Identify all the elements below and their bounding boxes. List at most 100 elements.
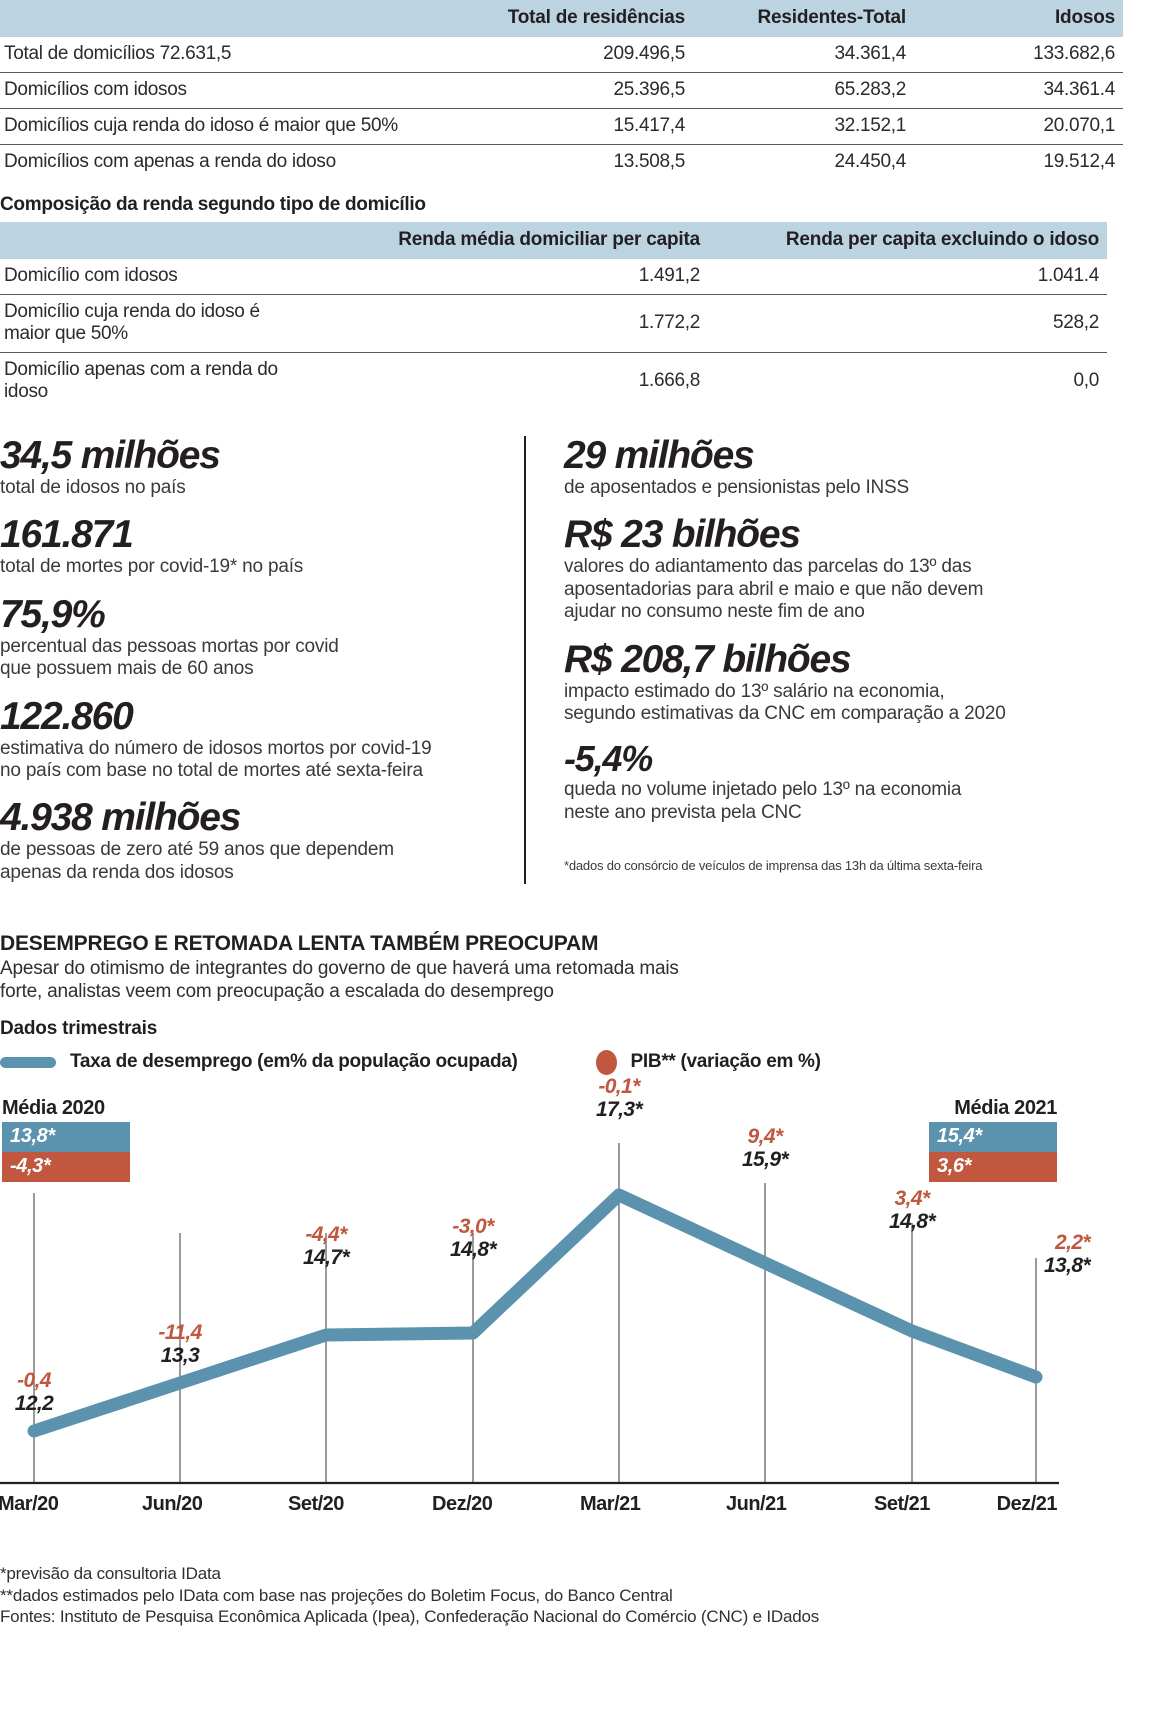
household-summary-table: Total de residências Residentes-Total Id…	[0, 0, 1123, 180]
table1-row2-label: Domicílios cuja renda do idoso é maior q…	[0, 108, 442, 145]
figure-desc-percentual: percentual das pessoas mortas por covid q…	[0, 635, 339, 680]
figure-value-idosos: 34,5 milhões	[0, 434, 221, 477]
unemployment-label-3: 14,8*	[449, 1237, 497, 1261]
income-composition-table: Renda média domiciliar per capita Renda …	[0, 222, 1107, 410]
pib-label-7: 2,2*	[1055, 1230, 1091, 1254]
key-figures-right-column: 29 milhões de aposentados e pensionistas…	[524, 434, 1059, 885]
legend-item-pib: PIB** (variação em %)	[595, 1049, 821, 1075]
table2-col-0	[0, 222, 292, 259]
figure-value-mortes: 161.871	[0, 513, 134, 557]
pib-label-3: -3,0*	[452, 1214, 494, 1238]
x-axis-label-7: Dez/21	[996, 1492, 1058, 1515]
table1-row3-c1: 13.508,5	[613, 151, 685, 172]
datapoint-label-6: 3,4* 14,8*	[858, 1187, 966, 1233]
table1-row1-c2: 65.283,2	[693, 72, 914, 109]
datapoint-label-5: 9,4* 15,9*	[711, 1125, 819, 1171]
table-row: Domicílios com idosos 25.396,5 65.283,2 …	[0, 72, 1123, 109]
figure-desc-impacto: impacto estimado do 13º salário na econo…	[564, 680, 1006, 725]
table1-col-0	[0, 0, 442, 37]
datapoint-label-1: -11,4 13,3	[126, 1321, 234, 1367]
table-row: Domicílio apenas com a renda do idoso 1.…	[0, 353, 1107, 411]
table2-row1-c2: 528,2	[708, 294, 1107, 353]
table2-row1-c1: 1.772,2	[292, 294, 708, 353]
table-row: Domicílio cuja renda do idoso é maior qu…	[0, 294, 1107, 353]
unemployment-label-2: 14,7*	[302, 1245, 350, 1269]
unemployment-label-5: 15,9*	[741, 1147, 789, 1171]
story-subheadline: Apesar do otimismo de integrantes do gov…	[0, 958, 679, 1003]
figure-desc-idosos: total de idosos no país	[0, 477, 186, 498]
table-row: Total de domicílios 72.631,5 209.496,5 3…	[0, 37, 1123, 73]
table1-row3-c2: 24.450,4	[834, 151, 906, 172]
legend-label-unemployment: Taxa de desemprego (em% da população ocu…	[70, 1051, 518, 1073]
chart-kicker: Dados trimestrais	[0, 1017, 158, 1039]
table2-row0-label: Domicílio com idosos	[0, 259, 292, 295]
unemployment-gdp-chart: Média 2020 13,8* -4,3* Média 2021 15,4* …	[0, 1075, 1091, 1553]
right-column-footnote: *dados do consórcio de veículos de impre…	[564, 858, 983, 874]
footnote-1: **dados estimados pelo IData com base na…	[0, 1585, 673, 1605]
average-2021-box: Média 2021 15,4* 3,6*	[929, 1097, 1057, 1182]
average-2020-unemployment: 13,8*	[2, 1121, 130, 1152]
key-figures-section: 34,5 milhões total de idosos no país 161…	[0, 434, 1159, 885]
table2-body: Domicílio com idosos 1.491,2 1.041.4 Dom…	[0, 259, 1107, 410]
datapoint-label-7: 2,2* 13,8*	[982, 1230, 1091, 1277]
table1-col-3: Idosos	[914, 0, 1123, 37]
table2-row0-c1: 1.491,2	[292, 259, 708, 295]
income-composition-title: Composição da renda segundo tipo de domi…	[0, 194, 426, 215]
x-axis-label-1: Jun/20	[142, 1492, 203, 1515]
pib-label-0: -0,4	[17, 1368, 51, 1392]
dot-swatch-icon	[595, 1049, 617, 1075]
unemployment-label-1: 13,3	[160, 1343, 200, 1367]
table1-row0-c3: 133.682,6	[914, 37, 1123, 73]
chart-plot-svg	[0, 1142, 1059, 1484]
table1-col-1: Total de residências	[442, 0, 693, 37]
table2-row0-c2: 1.041.4	[708, 259, 1107, 295]
key-figures-left-column: 34,5 milhões total de idosos no país 161…	[0, 436, 524, 884]
x-axis-label-3: Dez/20	[432, 1492, 493, 1515]
average-2021-title: Média 2021	[954, 1096, 1057, 1119]
x-axis-label-2: Set/20	[288, 1492, 344, 1515]
table-row: Domicílios cuja renda do idoso é maior q…	[0, 108, 1123, 145]
table2-row2-c2: 0,0	[1073, 370, 1099, 391]
table1-body: Total de domicílios 72.631,5 209.496,5 3…	[0, 37, 1123, 180]
table1-row2-c2: 32.152,1	[693, 108, 914, 145]
pib-label-6: 3,4*	[894, 1186, 931, 1210]
average-2020-gdp: -4,3*	[2, 1151, 130, 1182]
figure-value-percentual: 75,9%	[0, 592, 106, 636]
table1-row0-c1: 209.496,5	[442, 37, 693, 73]
average-2021-gdp: 3,6*	[929, 1151, 1057, 1182]
datapoint-label-0: -0,4 12,2	[0, 1369, 80, 1415]
table1-row3-label: Domicílios com apenas a renda do idoso	[4, 151, 336, 172]
figure-desc-dependentes: de pessoas de zero até 59 anos que depen…	[0, 839, 394, 883]
datapoint-label-4: -0,1* 17,3*	[565, 1075, 673, 1121]
table1-row1-label: Domicílios com idosos	[0, 72, 442, 109]
story-headline: DESEMPREGO E RETOMADA LENTA TAMBÉM PREOC…	[0, 932, 599, 956]
legend-label-pib: PIB** (variação em %)	[630, 1051, 821, 1073]
figure-value-queda: -5,4%	[564, 738, 653, 780]
table2-row1-label: Domicílio cuja renda do idoso é maior qu…	[0, 294, 292, 353]
table2-head: Renda média domiciliar per capita Renda …	[0, 222, 1107, 259]
unemployment-story: DESEMPREGO E RETOMADA LENTA TAMBÉM PREOC…	[0, 932, 1159, 1040]
figure-value-dependentes: 4.938 milhões	[0, 796, 241, 840]
legend-item-unemployment: Taxa de desemprego (em% da população ocu…	[0, 1051, 518, 1073]
table1-header-row: Total de residências Residentes-Total Id…	[0, 0, 1123, 37]
unemployment-label-0: 12,2	[14, 1391, 54, 1415]
average-2020-title: Média 2020	[2, 1096, 105, 1119]
footnote-2: Fontes: Instituto de Pesquisa Econômica …	[0, 1607, 820, 1627]
table-row: Domicílios com apenas a renda do idoso 1…	[0, 145, 1123, 181]
table1-row0-c2: 34.361,4	[693, 37, 914, 73]
figure-value-aposentados: 29 milhões	[564, 434, 755, 477]
x-axis-label-5: Jun/21	[726, 1492, 787, 1515]
figure-desc-mortes: total de mortes por covid-19* no país	[0, 556, 304, 578]
figure-desc-adiantamento: valores do adiantamento das parcelas do …	[564, 556, 984, 623]
unemployment-label-6: 14,8*	[888, 1209, 936, 1233]
table2-row2-c1: 1.666,8	[638, 370, 701, 391]
table1-head: Total de residências Residentes-Total Id…	[0, 0, 1123, 37]
average-2020-box: Média 2020 13,8* -4,3*	[2, 1097, 130, 1182]
table2-row2-label: Domicílio apenas com a renda do idoso	[4, 359, 278, 402]
unemployment-line-path	[27, 1188, 1043, 1438]
unemployment-label-4: 17,3*	[595, 1097, 643, 1121]
figure-value-adiantamento: R$ 23 bilhões	[564, 513, 801, 557]
table1-row2-c3: 20.070,1	[914, 108, 1123, 145]
pib-label-2: -4,4*	[305, 1222, 347, 1246]
